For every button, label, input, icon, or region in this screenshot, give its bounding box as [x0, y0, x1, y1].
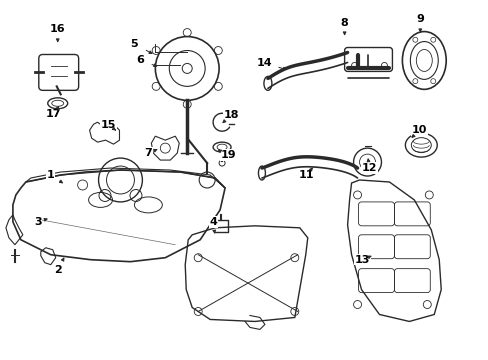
- Text: 9: 9: [415, 14, 424, 24]
- Text: 1: 1: [47, 170, 55, 180]
- Text: 7: 7: [144, 148, 152, 158]
- Text: 8: 8: [340, 18, 348, 28]
- Text: 13: 13: [354, 255, 369, 265]
- Text: 10: 10: [411, 125, 426, 135]
- Text: 19: 19: [220, 150, 235, 160]
- Text: 6: 6: [136, 55, 144, 66]
- Text: 11: 11: [298, 170, 314, 180]
- Text: 16: 16: [50, 24, 65, 33]
- Text: 3: 3: [34, 217, 41, 227]
- Text: 4: 4: [209, 217, 217, 227]
- Text: 5: 5: [130, 39, 138, 49]
- Text: 17: 17: [46, 109, 61, 119]
- Text: 18: 18: [223, 110, 238, 120]
- Text: 14: 14: [257, 58, 272, 68]
- Text: 15: 15: [101, 120, 116, 130]
- Text: 12: 12: [361, 163, 377, 173]
- Text: 2: 2: [54, 265, 61, 275]
